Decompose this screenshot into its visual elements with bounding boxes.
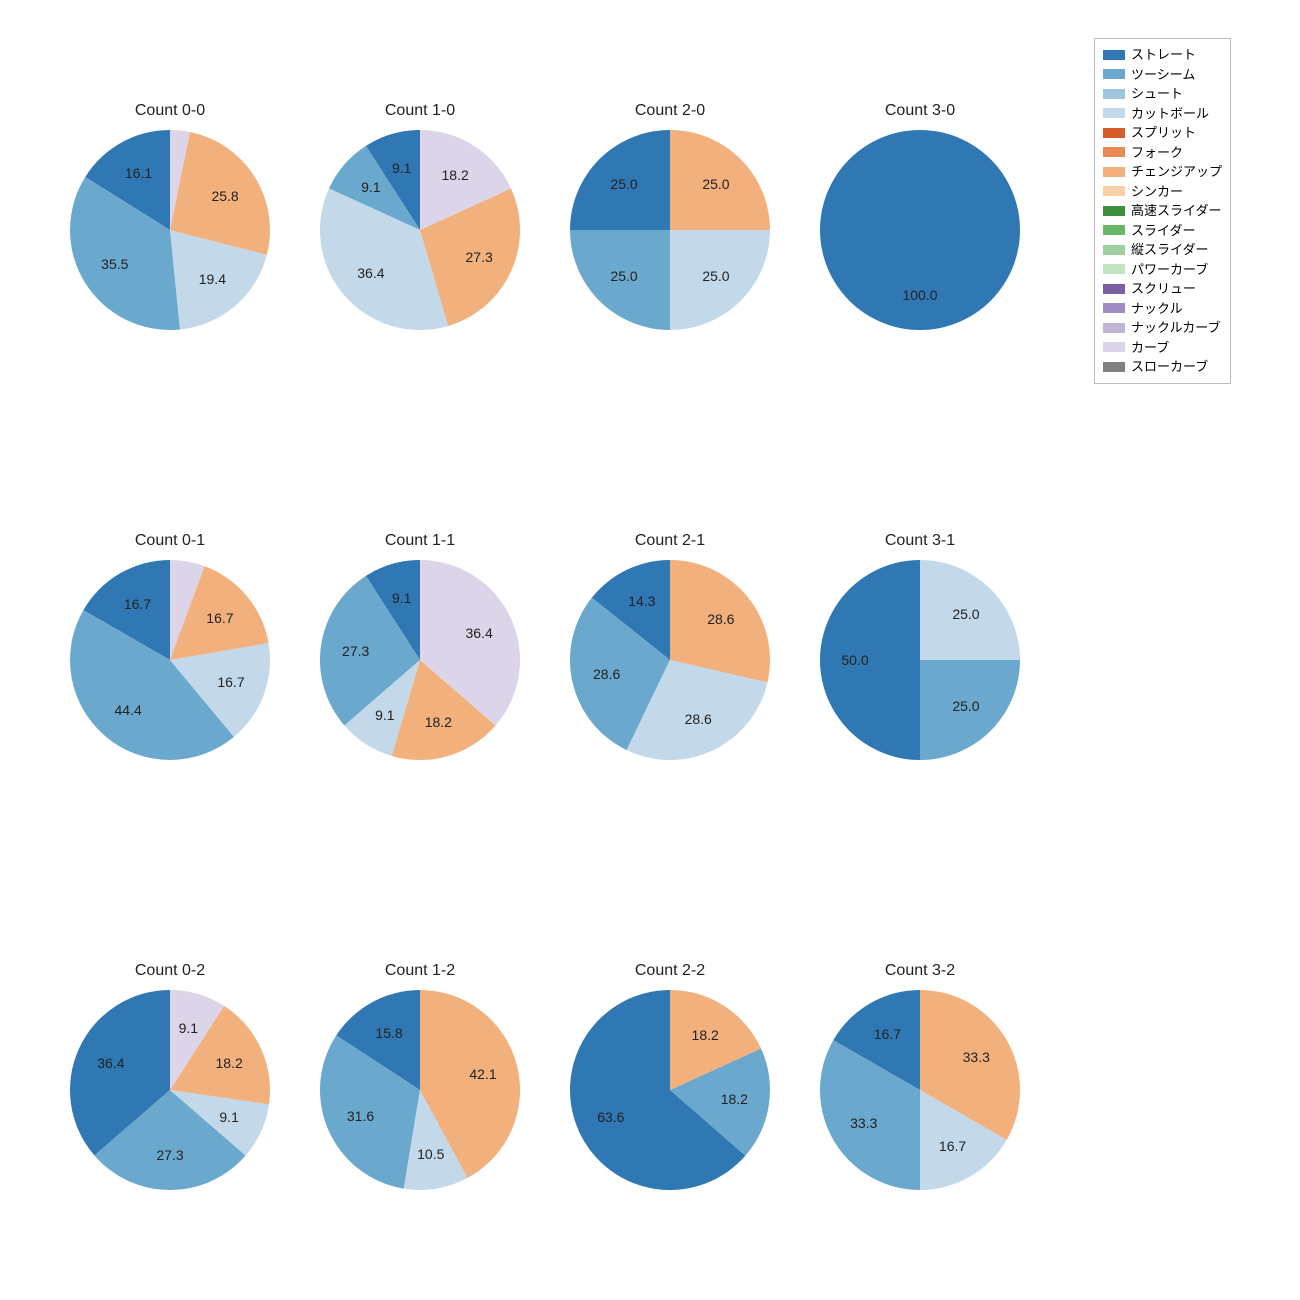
legend-item: 高速スライダー xyxy=(1103,201,1222,221)
pie-title: Count 3-2 xyxy=(820,962,1020,980)
legend-label: 高速スライダー xyxy=(1131,201,1221,221)
legend-label: チェンジアップ xyxy=(1131,162,1222,182)
pie-chart: Count 1-09.19.136.427.318.2 xyxy=(320,130,520,330)
legend-label: パワーカーブ xyxy=(1131,260,1208,280)
legend-label: 縦スライダー xyxy=(1131,240,1208,260)
legend-label: シュート xyxy=(1131,84,1183,104)
chart-canvas: Count 0-016.135.519.425.8Count 1-09.19.1… xyxy=(0,0,1300,1300)
legend-swatch xyxy=(1103,89,1125,99)
pie-chart: Count 2-025.025.025.025.0 xyxy=(570,130,770,330)
pie-chart: Count 0-016.135.519.425.8 xyxy=(70,130,270,330)
pie-chart: Count 0-116.744.416.716.7 xyxy=(70,560,270,760)
pie-title: Count 0-0 xyxy=(70,102,270,120)
pie-title: Count 1-1 xyxy=(320,532,520,550)
legend-swatch xyxy=(1103,206,1125,216)
legend-label: カットボール xyxy=(1131,104,1209,124)
pie-title: Count 1-2 xyxy=(320,962,520,980)
legend: ストレートツーシームシュートカットボールスプリットフォークチェンジアップシンカー… xyxy=(1094,38,1231,384)
legend-label: カーブ xyxy=(1131,338,1169,358)
legend-swatch xyxy=(1103,108,1125,118)
legend-item: ツーシーム xyxy=(1103,65,1222,85)
legend-label: スプリット xyxy=(1131,123,1196,143)
legend-label: ストレート xyxy=(1131,45,1196,65)
legend-label: スクリュー xyxy=(1131,279,1196,299)
legend-label: フォーク xyxy=(1131,143,1183,163)
legend-item: パワーカーブ xyxy=(1103,260,1222,280)
legend-swatch xyxy=(1103,323,1125,333)
legend-label: ナックルカーブ xyxy=(1131,318,1220,338)
legend-item: シンカー xyxy=(1103,182,1222,202)
pie-chart: Count 3-216.733.316.733.3 xyxy=(820,990,1020,1190)
legend-item: カーブ xyxy=(1103,338,1222,358)
pie-chart: Count 2-114.328.628.628.6 xyxy=(570,560,770,760)
legend-swatch xyxy=(1103,147,1125,157)
legend-item: スライダー xyxy=(1103,221,1222,241)
legend-item: スクリュー xyxy=(1103,279,1222,299)
legend-swatch xyxy=(1103,303,1125,313)
pie-title: Count 1-0 xyxy=(320,102,520,120)
legend-label: ツーシーム xyxy=(1131,65,1195,85)
legend-item: チェンジアップ xyxy=(1103,162,1222,182)
pie-title: Count 3-1 xyxy=(820,532,1020,550)
legend-label: スローカーブ xyxy=(1131,357,1208,377)
legend-swatch xyxy=(1103,167,1125,177)
legend-item: ナックルカーブ xyxy=(1103,318,1222,338)
pie-title: Count 3-0 xyxy=(820,102,1020,120)
legend-item: 縦スライダー xyxy=(1103,240,1222,260)
legend-swatch xyxy=(1103,128,1125,138)
legend-item: スプリット xyxy=(1103,123,1222,143)
legend-label: スライダー xyxy=(1131,221,1195,241)
pie-title: Count 2-0 xyxy=(570,102,770,120)
pie-chart: Count 0-236.427.39.118.29.1 xyxy=(70,990,270,1190)
legend-swatch xyxy=(1103,225,1125,235)
legend-item: スローカーブ xyxy=(1103,357,1222,377)
legend-swatch xyxy=(1103,264,1125,274)
pie-title: Count 0-2 xyxy=(70,962,270,980)
pie-chart: Count 1-215.831.610.542.1 xyxy=(320,990,520,1190)
legend-item: ナックル xyxy=(1103,299,1222,319)
legend-label: シンカー xyxy=(1131,182,1183,202)
legend-item: シュート xyxy=(1103,84,1222,104)
legend-swatch xyxy=(1103,284,1125,294)
legend-swatch xyxy=(1103,342,1125,352)
pie-title: Count 2-1 xyxy=(570,532,770,550)
pie-title: Count 0-1 xyxy=(70,532,270,550)
legend-item: カットボール xyxy=(1103,104,1222,124)
legend-swatch xyxy=(1103,50,1125,60)
legend-item: ストレート xyxy=(1103,45,1222,65)
pie-chart: Count 3-150.025.025.0 xyxy=(820,560,1020,760)
pie-chart: Count 1-19.127.39.118.236.4 xyxy=(320,560,520,760)
legend-swatch xyxy=(1103,362,1125,372)
legend-swatch xyxy=(1103,245,1125,255)
legend-swatch xyxy=(1103,69,1125,79)
legend-label: ナックル xyxy=(1131,299,1183,319)
legend-item: フォーク xyxy=(1103,143,1222,163)
pie-chart: Count 2-263.618.218.2 xyxy=(570,990,770,1190)
legend-swatch xyxy=(1103,186,1125,196)
pie-chart: Count 3-0100.0 xyxy=(820,130,1020,330)
pie-title: Count 2-2 xyxy=(570,962,770,980)
